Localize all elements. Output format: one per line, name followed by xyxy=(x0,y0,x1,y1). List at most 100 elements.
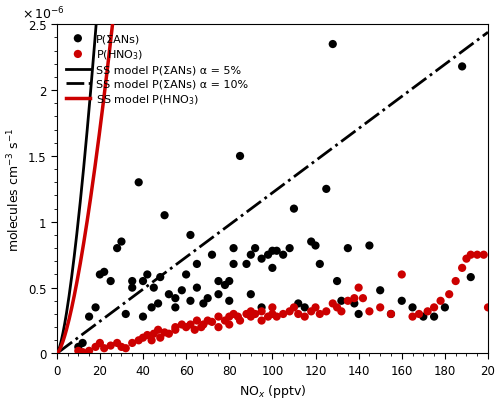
P(HNO$_3$) xyxy=(408,313,416,320)
P(HNO$_3$) xyxy=(337,308,345,315)
SS model P(ΣANs) α = 10% xyxy=(55,350,61,355)
P(HNO$_3$) xyxy=(473,252,481,258)
P(HNO$_3$) xyxy=(247,313,255,320)
P(ΣANs) xyxy=(178,287,186,294)
P(ΣANs) xyxy=(398,298,406,304)
P(ΣANs) xyxy=(294,301,302,307)
P(HNO$_3$) xyxy=(193,318,201,324)
P(HNO$_3$) xyxy=(269,311,277,318)
P(ΣANs) xyxy=(387,311,395,318)
SS model P(ΣANs) α = 5% xyxy=(55,350,61,354)
P(ΣANs) xyxy=(247,252,255,258)
P(HNO$_3$) xyxy=(74,348,82,354)
P(ΣANs) xyxy=(128,278,136,285)
P(ΣANs) xyxy=(165,291,173,298)
P(HNO$_3$) xyxy=(290,305,298,311)
P(ΣANs) xyxy=(221,282,229,288)
P(ΣANs) xyxy=(258,305,266,311)
P(ΣANs) xyxy=(264,252,272,258)
P(HNO$_3$) xyxy=(182,324,190,330)
P(HNO$_3$) xyxy=(365,308,373,315)
P(ΣANs) xyxy=(117,239,125,245)
P(HNO$_3$) xyxy=(171,324,179,330)
P(ΣANs) xyxy=(467,274,475,281)
P(HNO$_3$) xyxy=(85,348,93,354)
P(ΣANs) xyxy=(279,252,287,258)
P(HNO$_3$) xyxy=(359,295,367,302)
P(HNO$_3$) xyxy=(329,301,337,307)
P(ΣANs) xyxy=(225,298,233,304)
P(ΣANs) xyxy=(419,313,427,320)
P(HNO$_3$) xyxy=(301,313,309,320)
P(HNO$_3$) xyxy=(258,318,266,324)
P(HNO$_3$) xyxy=(122,345,130,352)
P(HNO$_3$) xyxy=(264,313,272,320)
SS model P(ΣANs) α = 10% xyxy=(407,88,413,93)
P(HNO$_3$) xyxy=(160,329,168,336)
P(HNO$_3$) xyxy=(199,322,207,328)
P(HNO$_3$) xyxy=(191,327,199,333)
P(ΣANs) xyxy=(208,252,216,258)
P(ΣANs) xyxy=(122,311,130,318)
P(ΣANs) xyxy=(329,42,337,48)
P(HNO$_3$) xyxy=(117,344,125,350)
P(HNO$_3$) xyxy=(100,345,108,352)
P(ΣANs) xyxy=(139,313,147,320)
P(ΣANs) xyxy=(247,291,255,298)
P(HNO$_3$) xyxy=(484,305,492,311)
P(HNO$_3$) xyxy=(128,340,136,346)
Legend: P(ΣANs), P(HNO$_3$), SS model P(ΣANs) α = 5%, SS model P(ΣANs) α = 10%, SS model: P(ΣANs), P(HNO$_3$), SS model P(ΣANs) α … xyxy=(62,31,251,110)
P(ΣANs) xyxy=(290,206,298,212)
Line: SS model P(ΣANs) α = 5%: SS model P(ΣANs) α = 5% xyxy=(58,0,488,352)
SS model P(ΣANs) α = 10% xyxy=(311,160,317,165)
P(ΣANs) xyxy=(214,291,222,298)
P(HNO$_3$) xyxy=(79,349,87,356)
P(ΣANs) xyxy=(156,274,164,281)
P(ΣANs) xyxy=(204,295,212,302)
P(ΣANs) xyxy=(355,311,363,318)
P(HNO$_3$) xyxy=(214,313,222,320)
P(ΣANs) xyxy=(441,305,449,311)
Text: $\times\,10^{-6}$: $\times\,10^{-6}$ xyxy=(22,5,65,22)
P(HNO$_3$) xyxy=(251,311,259,318)
P(ΣANs) xyxy=(85,313,93,320)
P(ΣANs) xyxy=(171,305,179,311)
P(ΣANs) xyxy=(74,344,82,350)
P(HNO$_3$) xyxy=(424,308,432,315)
P(HNO$_3$) xyxy=(204,318,212,324)
P(HNO$_3$) xyxy=(307,308,315,315)
P(HNO$_3$) xyxy=(171,327,179,333)
P(HNO$_3$) xyxy=(197,324,205,330)
P(ΣANs) xyxy=(251,245,259,252)
P(ΣANs) xyxy=(92,305,100,311)
P(ΣANs) xyxy=(214,278,222,285)
P(ΣANs) xyxy=(225,278,233,285)
P(ΣANs) xyxy=(186,298,194,304)
P(ΣANs) xyxy=(430,313,438,320)
P(HNO$_3$) xyxy=(236,318,244,324)
P(HNO$_3$) xyxy=(208,319,216,325)
X-axis label: NO$_x$ (pptv): NO$_x$ (pptv) xyxy=(238,382,306,399)
P(ΣANs) xyxy=(186,232,194,239)
P(HNO$_3$) xyxy=(376,305,384,311)
P(ΣANs) xyxy=(344,245,352,252)
P(HNO$_3$) xyxy=(445,291,453,298)
P(ΣANs) xyxy=(171,295,179,302)
P(HNO$_3$) xyxy=(286,308,294,315)
P(HNO$_3$) xyxy=(355,285,363,291)
P(ΣANs) xyxy=(236,153,244,160)
SS model P(ΣANs) α = 10% xyxy=(262,196,268,201)
P(HNO$_3$) xyxy=(312,305,320,311)
P(ΣANs) xyxy=(100,269,108,275)
SS model P(ΣANs) α = 10% xyxy=(288,177,294,182)
P(HNO$_3$) xyxy=(344,298,352,304)
P(ΣANs) xyxy=(160,213,168,219)
P(HNO$_3$) xyxy=(436,298,444,304)
P(HNO$_3$) xyxy=(165,330,173,337)
P(HNO$_3$) xyxy=(148,337,156,344)
SS model P(ΣANs) α = 10% xyxy=(485,31,491,36)
P(ΣANs) xyxy=(286,245,294,252)
P(HNO$_3$) xyxy=(316,311,324,318)
P(ΣANs) xyxy=(182,271,190,278)
P(ΣANs) xyxy=(316,261,324,268)
